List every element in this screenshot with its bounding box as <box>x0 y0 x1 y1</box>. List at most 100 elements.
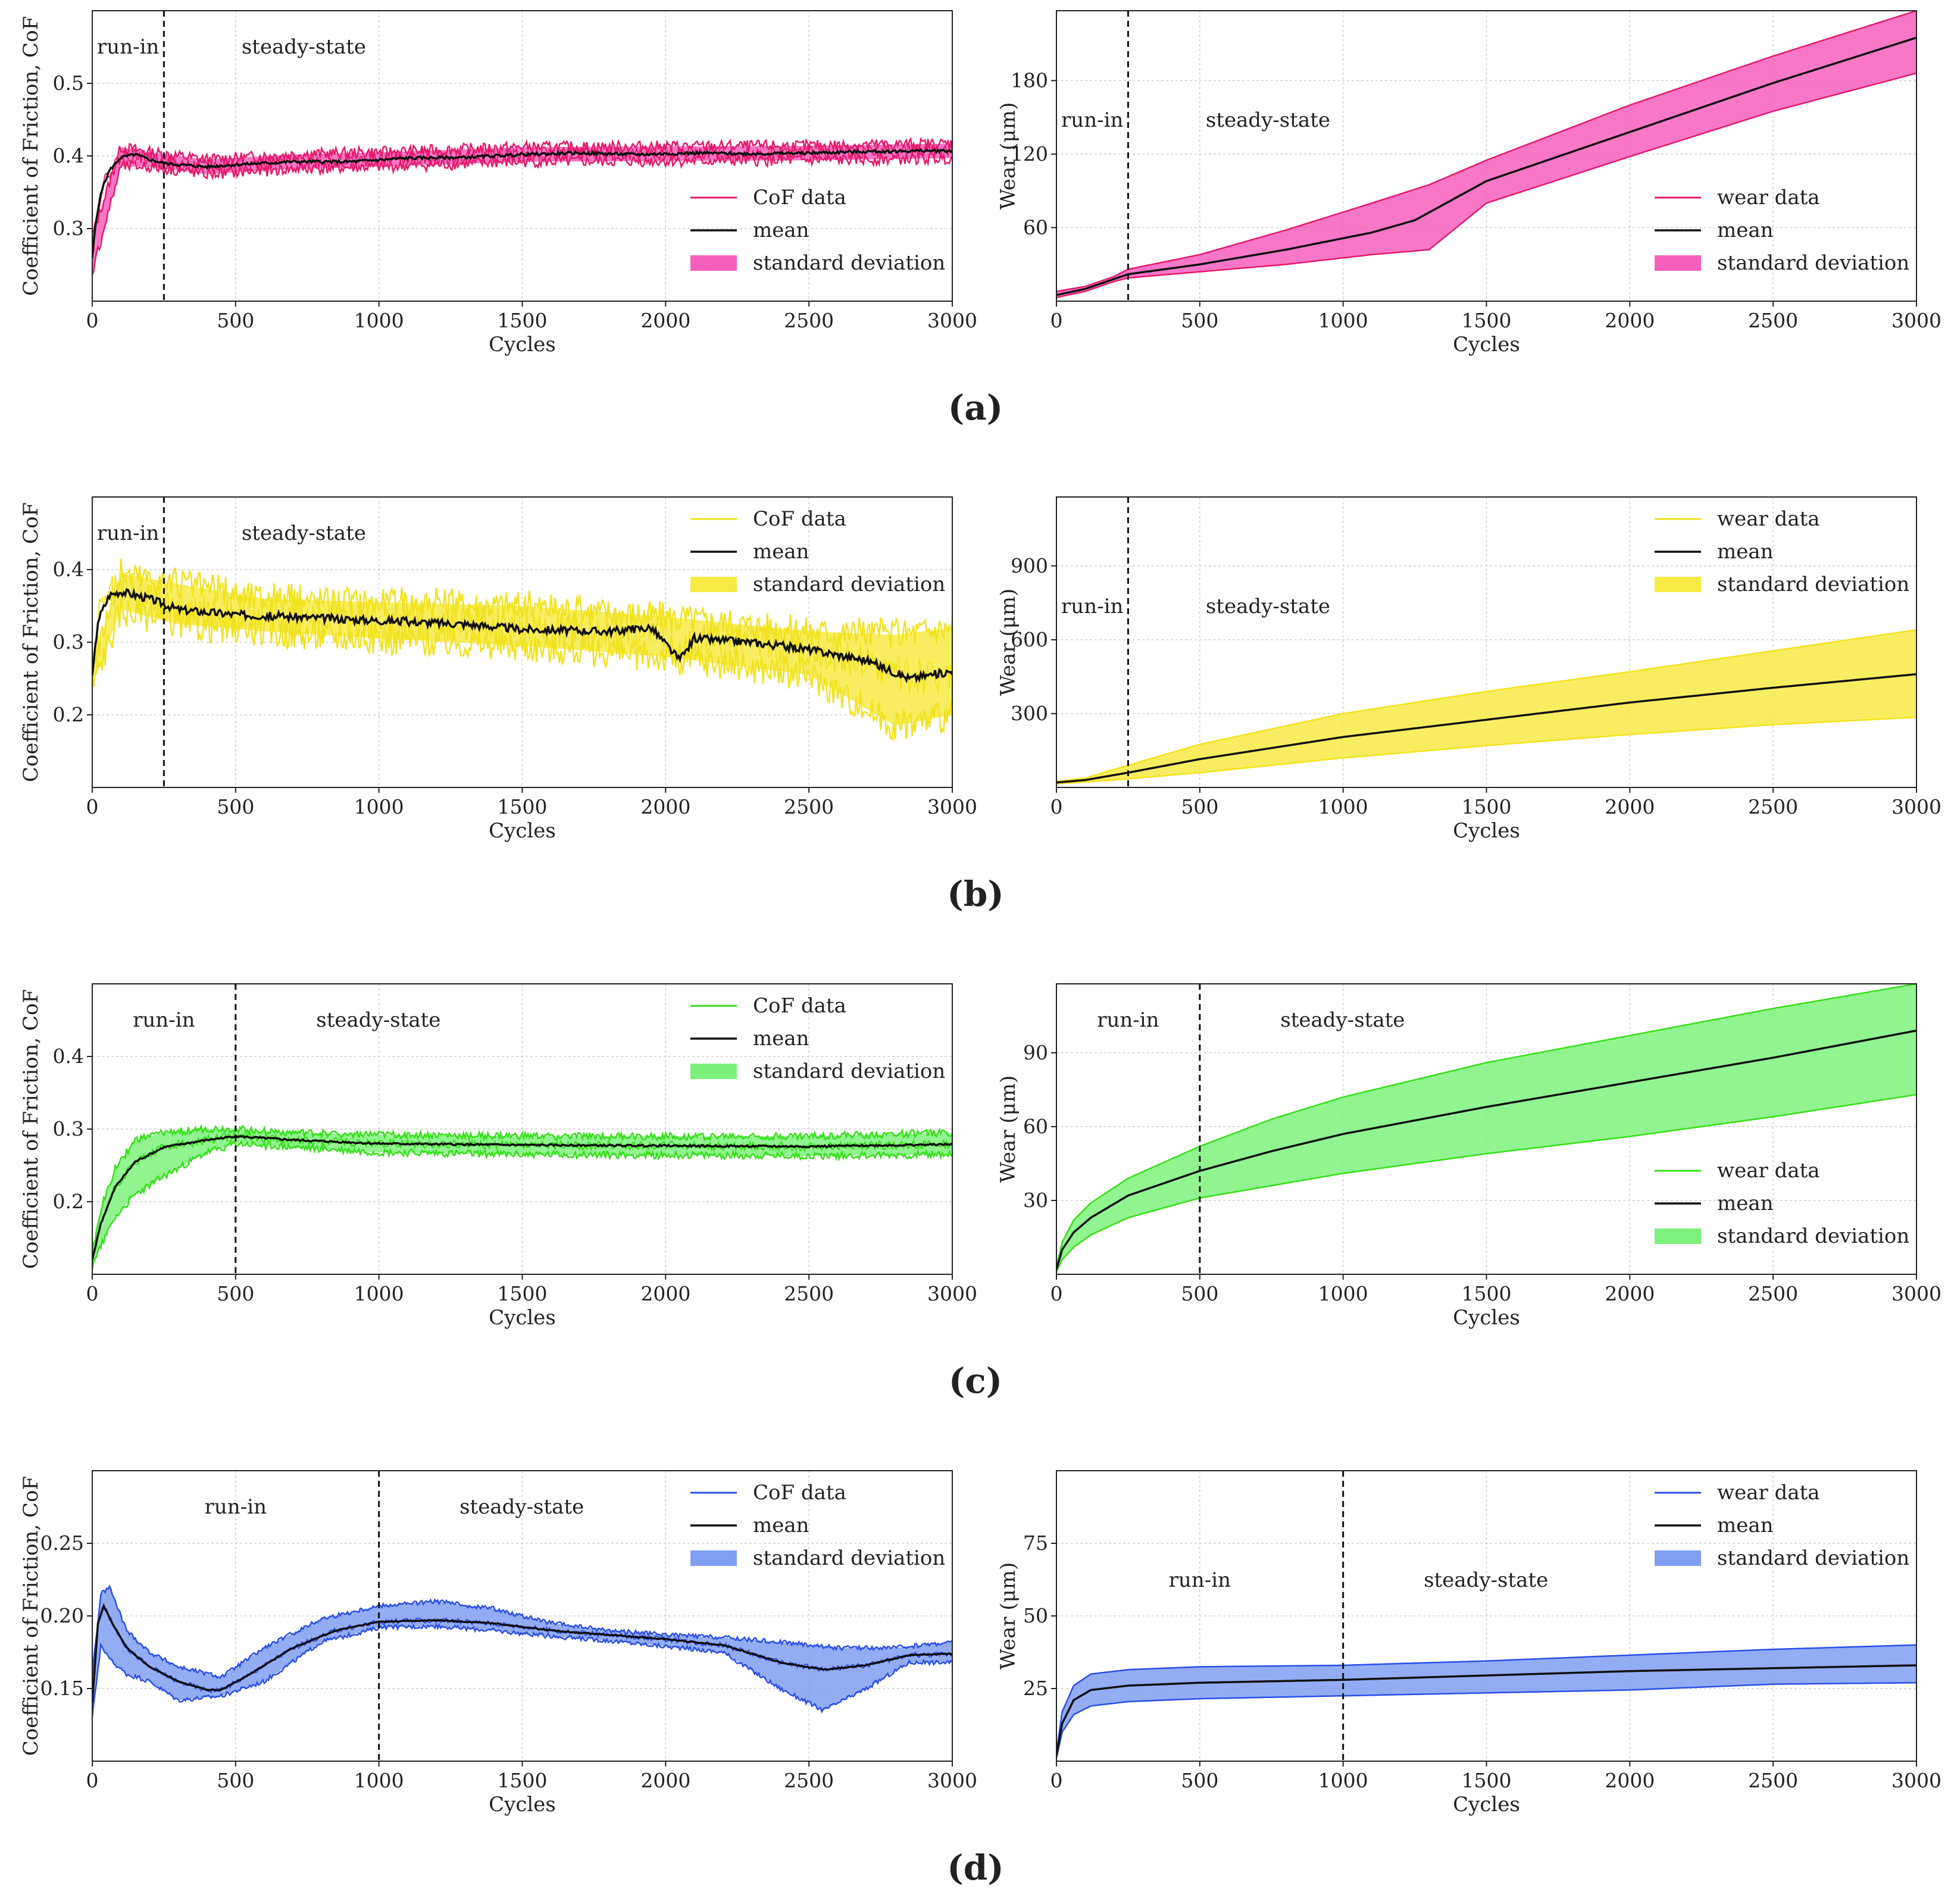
legend-swatch-std <box>690 1064 737 1079</box>
legend-label-std: standard deviation <box>1717 251 1909 275</box>
legend: wear data mean standard deviation <box>1655 1159 1909 1248</box>
mean-line <box>92 587 952 684</box>
x-tick-label: 1500 <box>498 795 548 818</box>
region-label-run-in: run-in <box>97 521 159 545</box>
y-tick-label: 600 <box>1011 628 1048 651</box>
legend-swatch-std <box>1655 1550 1701 1566</box>
x-axis-label: Cycles <box>489 1793 556 1817</box>
legend-label-data: wear data <box>1717 507 1820 531</box>
legend-label-data: CoF data <box>753 994 846 1018</box>
chart-b-cof: run-in steady-state 0 500 1000 1500 2000 2500 30… <box>19 496 977 843</box>
y-tick-label: 90 <box>1023 1041 1048 1064</box>
legend-label-mean: mean <box>1717 1514 1774 1537</box>
std-band <box>1056 984 1916 1272</box>
x-tick-label: 500 <box>1181 795 1218 818</box>
x-tick-label: 3000 <box>1891 1282 1941 1305</box>
x-tick-label: 0 <box>1050 1282 1063 1305</box>
y-tick-label: 0.5 <box>53 71 84 95</box>
region-label-steady-state: steady-state <box>1206 108 1330 132</box>
legend-label-mean: mean <box>1717 218 1774 242</box>
y-tick-label: 50 <box>1023 1604 1048 1627</box>
caption-c: (c) <box>949 1361 1002 1401</box>
legend-swatch-std <box>690 1550 737 1566</box>
plot-area <box>1056 1644 1916 1759</box>
y-axis-label: Wear (μm) <box>996 102 1020 210</box>
x-tick-label: 2000 <box>1605 1282 1655 1305</box>
data-trace-1 <box>92 596 952 741</box>
x-tick-label: 2000 <box>1605 795 1655 818</box>
x-tick-label: 2000 <box>640 309 690 332</box>
y-tick-label: 30 <box>1023 1189 1048 1212</box>
mean-line <box>92 1134 952 1261</box>
x-tick-label: 500 <box>1181 1282 1218 1305</box>
legend-label-std: standard deviation <box>1717 573 1909 596</box>
y-tick-label: 180 <box>1011 68 1048 92</box>
y-tick-label: 60 <box>1023 1115 1048 1138</box>
x-tick-label: 0 <box>86 1769 99 1792</box>
x-tick-label: 3000 <box>1891 795 1941 818</box>
region-label-steady-state: steady-state <box>1206 595 1330 618</box>
data-trace-1 <box>1056 1681 1916 1759</box>
legend-label-data: wear data <box>1717 1159 1820 1183</box>
y-tick-label: 0.20 <box>40 1604 84 1627</box>
chart-a-cof: run-in steady-state 0 500 1000 1500 2000 2500 30… <box>19 10 977 357</box>
data-trace-0 <box>1056 1644 1916 1753</box>
x-tick-label: 0 <box>1050 309 1063 332</box>
data-trace-mid <box>92 572 952 695</box>
legend-label-mean: mean <box>753 540 809 564</box>
legend-label-std: standard deviation <box>753 573 945 596</box>
chart-b-wear: run-in steady-state 0 500 1000 1500 2000 2500 30… <box>996 496 1941 843</box>
data-trace-0 <box>1056 11 1916 292</box>
x-tick-label: 2500 <box>784 309 834 332</box>
x-axis-label: Cycles <box>489 819 556 843</box>
x-axis-label: Cycles <box>1453 1793 1520 1817</box>
legend-swatch-std <box>690 577 737 592</box>
legend-swatch-std <box>690 255 737 271</box>
x-axis-label: Cycles <box>1453 1306 1520 1330</box>
y-tick-label: 0.2 <box>53 703 84 726</box>
x-tick-label: 1500 <box>1462 1769 1512 1792</box>
y-axis-label: Wear (μm) <box>996 589 1020 696</box>
x-tick-label: 0 <box>1050 1769 1063 1792</box>
y-axis-label: Wear (μm) <box>996 1076 1020 1183</box>
plot-area <box>92 558 952 741</box>
x-tick-label: 1000 <box>1318 1769 1368 1792</box>
x-tick-label: 2500 <box>784 1769 834 1792</box>
x-tick-label: 1000 <box>1318 795 1368 818</box>
region-label-steady-state: steady-state <box>242 521 366 545</box>
y-axis-label: Coefficient of Friction, CoF <box>19 16 43 296</box>
data-trace-0 <box>1056 629 1916 782</box>
x-tick-label: 2000 <box>640 1282 690 1305</box>
x-tick-label: 1000 <box>354 1769 404 1792</box>
x-tick-label: 2000 <box>640 1769 690 1792</box>
x-tick-label: 500 <box>217 795 254 818</box>
x-tick-label: 2000 <box>1605 309 1655 332</box>
legend: wear data mean standard deviation <box>1655 507 1909 596</box>
x-tick-label: 2500 <box>1748 1769 1798 1792</box>
legend: wear data mean standard deviation <box>1655 186 1909 275</box>
x-tick-label: 1000 <box>354 309 404 332</box>
chart-c-wear: run-in steady-state 0 500 1000 1500 2000 2500 30… <box>996 983 1941 1330</box>
region-label-run-in: run-in <box>205 1495 267 1519</box>
plot-area <box>1056 11 1916 299</box>
caption-b: (b) <box>947 874 1003 914</box>
chart-c-cof: run-in steady-state 0 500 1000 1500 2000 2500 30… <box>19 983 977 1330</box>
x-tick-label: 1500 <box>498 309 548 332</box>
x-tick-label: 2000 <box>640 795 690 818</box>
x-tick-label: 3000 <box>927 1769 977 1792</box>
x-tick-label: 3000 <box>1891 1769 1941 1792</box>
legend-label-mean: mean <box>1717 1192 1774 1215</box>
x-tick-label: 500 <box>217 309 254 332</box>
x-tick-label: 2500 <box>1748 309 1798 332</box>
legend: CoF data mean standard deviation <box>690 507 945 596</box>
mean-line <box>92 1603 952 1703</box>
chart-d-wear: run-in steady-state 0 500 1000 1500 2000 2500 30… <box>996 1470 1941 1817</box>
y-tick-label: 0.4 <box>53 1045 84 1068</box>
legend-label-data: wear data <box>1717 186 1820 210</box>
y-axis-label: Wear (μm) <box>996 1562 1020 1670</box>
y-tick-label: 0.3 <box>53 630 84 654</box>
legend-label-data: wear data <box>1717 1481 1820 1505</box>
x-tick-label: 0 <box>1050 795 1063 818</box>
x-tick-label: 0 <box>86 309 99 332</box>
